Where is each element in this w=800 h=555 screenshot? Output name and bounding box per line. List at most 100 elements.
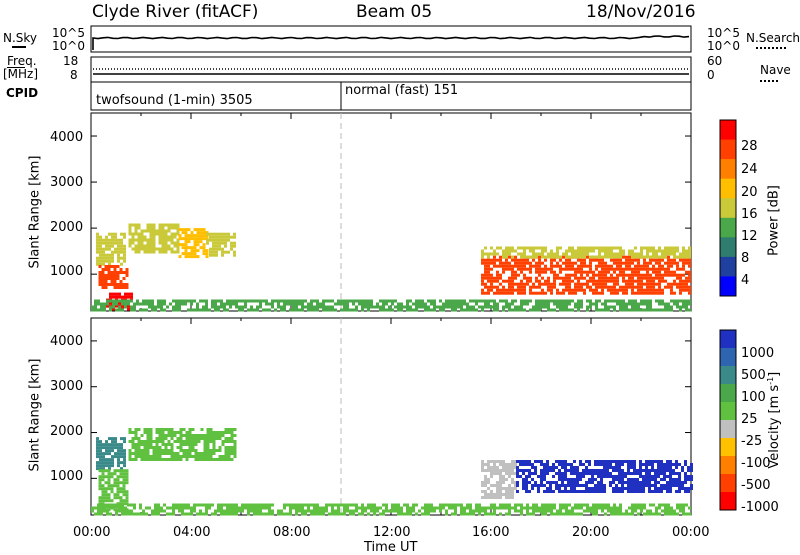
velocity-cell-5 [100, 503, 103, 507]
power-cell-8 [442, 302, 445, 306]
power-cell-7 [553, 252, 556, 256]
power-cell-0 [117, 244, 120, 248]
power-cell-8 [667, 302, 670, 306]
power-cell-6 [490, 279, 493, 283]
power-cell-8 [376, 305, 379, 309]
velocity-cell-1 [107, 493, 111, 497]
velocity-cell-5 [112, 506, 115, 510]
velocity-cell-0 [114, 455, 117, 459]
power-cell-8 [652, 308, 655, 312]
power-cell-1 [113, 271, 117, 274]
velocity-cell-5 [661, 503, 664, 507]
velocity-cell-4 [642, 490, 645, 493]
velocity-cell-4 [657, 466, 660, 469]
power-cell-1 [122, 286, 126, 289]
velocity-cell-5 [280, 512, 283, 516]
power-cell-3 [158, 241, 162, 245]
power-cell-8 [646, 308, 649, 312]
power-cell-7 [682, 249, 685, 253]
power-cell-6 [490, 288, 493, 292]
power-cell-7 [556, 246, 559, 250]
power-cell-6 [553, 276, 556, 280]
velocity-cell-4 [531, 484, 534, 487]
power-cell-8 [538, 302, 541, 306]
power-cell-8 [631, 302, 634, 306]
power-cell-8 [250, 299, 253, 303]
power-cell-3 [161, 250, 165, 254]
power-cell-6 [676, 276, 679, 280]
velocity-cell-5 [373, 503, 376, 507]
velocity-cell-2 [209, 449, 213, 452]
power-cell-8 [340, 302, 343, 306]
power-cell-6 [616, 282, 619, 286]
power-cell-3 [140, 244, 144, 248]
velocity-cell-5 [103, 509, 106, 513]
power-cell-8 [112, 299, 115, 303]
power-ytick-4000: 4000 [50, 130, 84, 145]
power-cell-4 [190, 234, 194, 238]
velocity-cell-5 [337, 503, 340, 507]
cpid-panel-frame [90, 81, 692, 111]
velocity-cell-0 [96, 437, 99, 441]
power-cell-3 [134, 226, 138, 230]
power-cell-8 [682, 305, 685, 309]
power-cell-3 [149, 235, 153, 239]
power-cell-6 [607, 285, 610, 289]
velocity-cell-5 [337, 506, 340, 510]
velocity-cell-4 [600, 469, 603, 472]
power-cell-6 [679, 285, 682, 289]
velocity-cell-4 [630, 487, 633, 490]
power-cell-8 [448, 299, 451, 303]
power-cell-6 [586, 255, 589, 259]
velocity-cell-5 [544, 512, 547, 516]
velocity-cell-1 [101, 499, 105, 503]
velocity-cell-2 [164, 449, 168, 452]
velocity-cell-5 [349, 509, 352, 513]
power-cell-8 [307, 302, 310, 306]
velocity-cell-5 [154, 506, 157, 510]
power-cell-6 [571, 273, 574, 277]
power-cell-7 [559, 246, 562, 250]
power-cell-8 [349, 299, 352, 303]
velocity-cell-2 [203, 449, 207, 452]
velocity-cell-5 [406, 506, 409, 510]
velocity-cell-2 [173, 452, 177, 455]
beam-title: Beam 05 [356, 2, 433, 22]
velocity-cell-0 [108, 452, 111, 456]
power-cell-6 [499, 276, 502, 280]
velocity-cell-2 [209, 452, 213, 455]
velocity-cell-5 [331, 506, 334, 510]
power-cell-6 [556, 273, 559, 277]
velocity-cell-2 [155, 443, 159, 446]
power-cell-6 [619, 258, 622, 262]
velocity-cell-5 [262, 506, 265, 510]
velocity-cell-5 [319, 506, 322, 510]
velocity-cell-2 [143, 431, 147, 434]
power-cell-8 [547, 305, 550, 309]
velocity-cell-5 [343, 503, 346, 507]
velocity-cell-5 [583, 509, 586, 513]
velocity-cell-2 [206, 449, 210, 452]
power-cell-8 [637, 305, 640, 309]
power-cell-8 [127, 299, 130, 303]
velocity-cell-4 [666, 490, 669, 493]
velocity-cell-2 [146, 428, 150, 431]
power-cell-7 [577, 255, 580, 259]
power-cell-7 [646, 249, 649, 253]
velocity-cell-5 [439, 509, 442, 513]
velocity-cell-1 [98, 496, 102, 500]
power-cell-8 [298, 302, 301, 306]
power-cell-6 [613, 261, 616, 265]
power-cell-6 [520, 261, 523, 265]
power-cell-6 [580, 261, 583, 265]
power-cell-7 [601, 246, 604, 250]
velocity-cell-5 [367, 503, 370, 507]
power-cell-8 [202, 305, 205, 309]
power-cell-0 [96, 247, 99, 251]
power-cell-8 [265, 299, 268, 303]
velocity-cell-4 [588, 490, 591, 493]
velocity-cell-5 [253, 503, 256, 507]
velocity-cell-1 [122, 490, 126, 494]
velocity-cell-4 [546, 469, 549, 472]
velocity-cell-4 [528, 490, 531, 493]
